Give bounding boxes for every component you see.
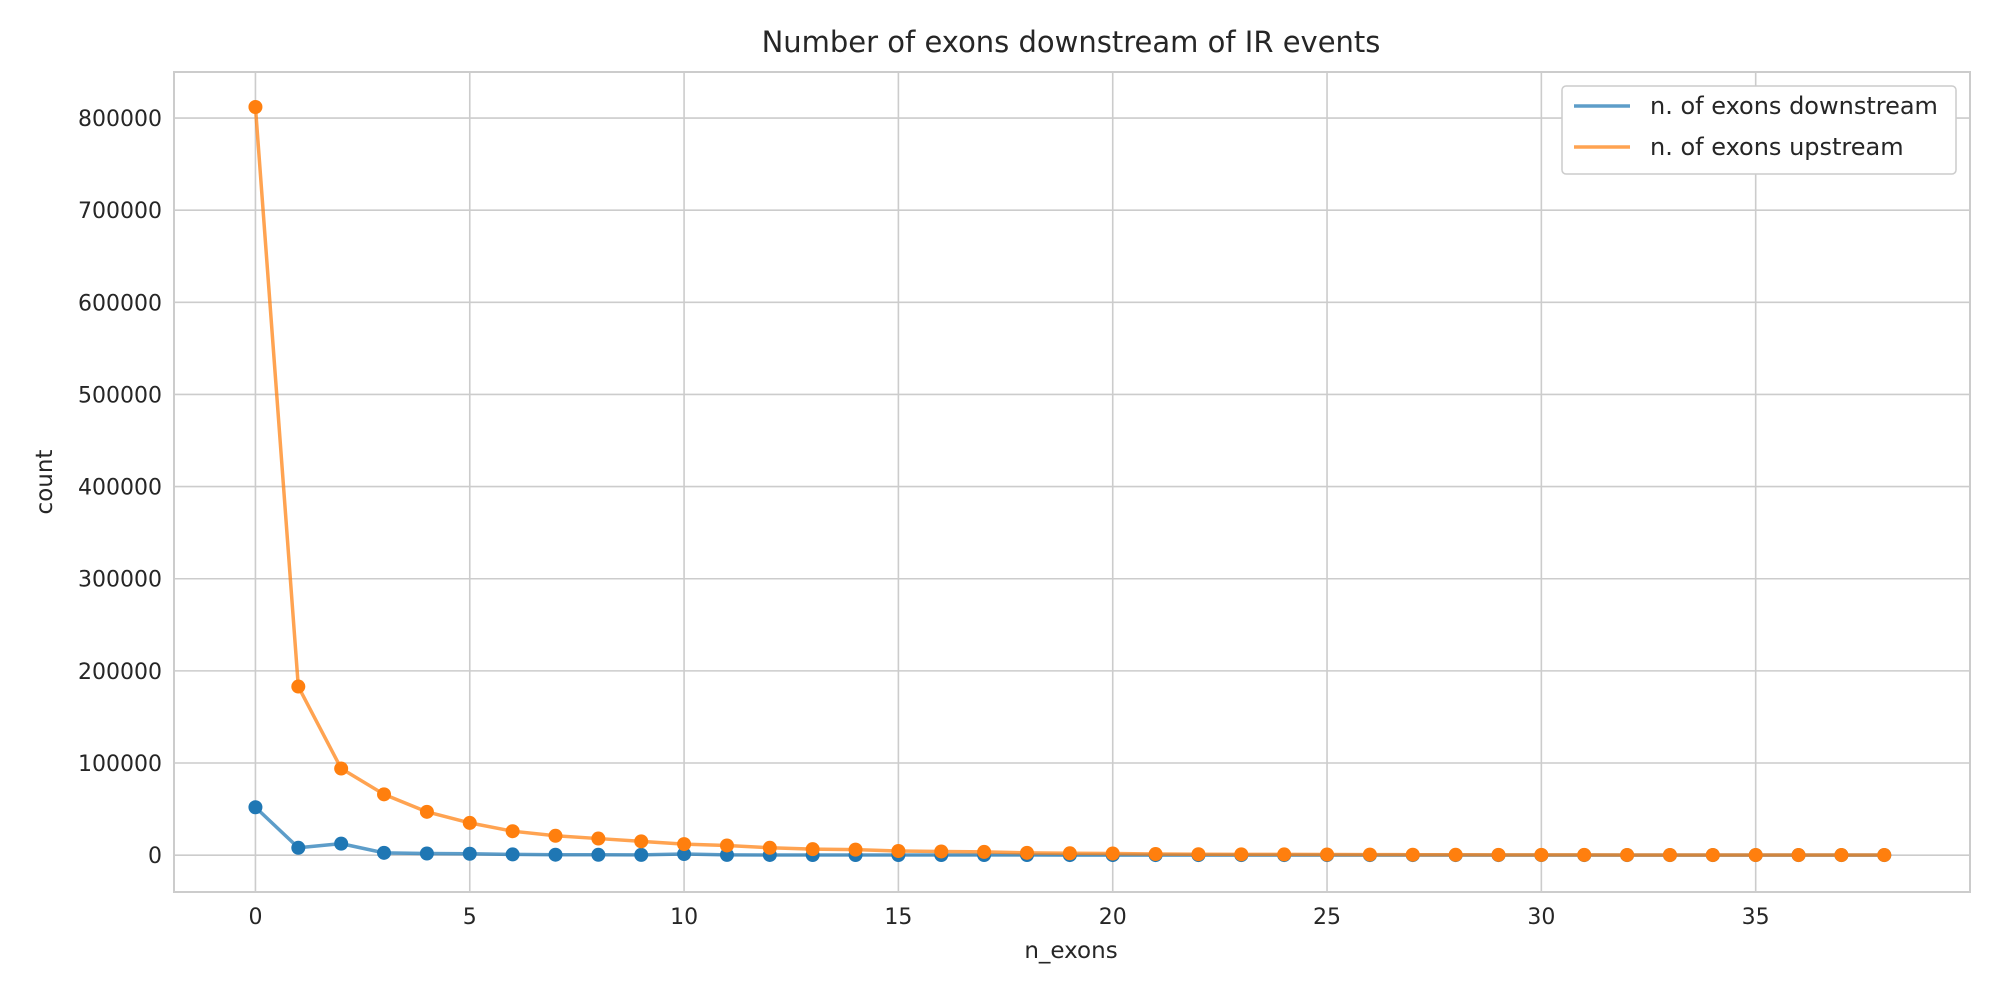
data-point xyxy=(977,844,992,859)
y-tick-label: 300000 xyxy=(78,568,162,593)
data-point xyxy=(591,831,606,846)
y-axis-label: count xyxy=(32,450,58,515)
data-point xyxy=(291,840,306,855)
data-point xyxy=(419,846,434,861)
legend-label-upstream: n. of exons upstream xyxy=(1650,133,1904,161)
data-point xyxy=(1662,848,1677,863)
data-point xyxy=(1105,846,1120,861)
x-tick-label: 35 xyxy=(1742,905,1770,930)
x-tick-label: 30 xyxy=(1527,905,1555,930)
data-point xyxy=(1234,847,1249,862)
x-tick-label: 15 xyxy=(884,905,912,930)
y-tick-label: 600000 xyxy=(78,291,162,316)
x-tick-label: 20 xyxy=(1099,905,1127,930)
data-point xyxy=(377,845,392,860)
gridlines xyxy=(174,72,1970,892)
legend: n. of exons downstream n. of exons upstr… xyxy=(1561,85,1957,175)
x-tick-label: 10 xyxy=(670,905,698,930)
data-point xyxy=(419,804,434,819)
data-point xyxy=(1834,848,1849,863)
data-point xyxy=(248,800,263,815)
data-point xyxy=(762,840,777,855)
data-point xyxy=(1791,848,1806,863)
data-point xyxy=(1877,848,1892,863)
y-tick-label: 0 xyxy=(148,844,162,869)
data-point xyxy=(1405,847,1420,862)
data-point xyxy=(1148,847,1163,862)
x-axis-label: n_exons xyxy=(1024,938,1117,964)
series-1 xyxy=(248,100,1892,863)
data-point xyxy=(1748,848,1763,863)
data-point xyxy=(462,815,477,830)
data-point xyxy=(334,761,349,776)
data-point xyxy=(377,787,392,802)
data-point xyxy=(462,846,477,861)
data-point xyxy=(677,847,692,862)
data-point xyxy=(1362,847,1377,862)
data-point xyxy=(634,834,649,849)
data-point xyxy=(1277,847,1292,862)
data-point xyxy=(505,824,520,839)
y-tick-label: 100000 xyxy=(78,752,162,777)
data-point xyxy=(677,837,692,852)
data-point xyxy=(1019,845,1034,860)
data-point xyxy=(1577,847,1592,862)
data-point xyxy=(334,836,349,851)
data-point xyxy=(634,847,649,862)
y-tick-label: 400000 xyxy=(78,476,162,501)
data-point xyxy=(1620,847,1635,862)
data-point xyxy=(805,842,820,857)
data-point xyxy=(719,838,734,853)
x-tick-label: 5 xyxy=(463,905,477,930)
tick-labels: 0 5 10 15 20 25 30 35 0 100000 200000 300000 400000 5… xyxy=(78,107,1770,930)
data-point xyxy=(1191,847,1206,862)
data-point xyxy=(1320,847,1335,862)
data-point xyxy=(1534,847,1549,862)
data-point xyxy=(548,847,563,862)
data-point xyxy=(548,828,563,843)
data-point xyxy=(505,847,520,862)
y-tick-label: 800000 xyxy=(78,107,162,132)
data-point xyxy=(1448,847,1463,862)
data-point xyxy=(591,847,606,862)
data-point xyxy=(1491,847,1506,862)
data-point xyxy=(1705,848,1720,863)
legend-box xyxy=(1561,85,1957,175)
y-tick-label: 700000 xyxy=(78,199,162,224)
data-point xyxy=(934,844,949,859)
data-point xyxy=(891,844,906,858)
plot-area xyxy=(173,71,1971,893)
y-tick-label: 500000 xyxy=(78,383,162,408)
legend-label-downstream: n. of exons downstream xyxy=(1650,92,1938,120)
x-tick-label: 0 xyxy=(248,905,262,930)
data-point xyxy=(248,100,263,115)
x-tick-label: 25 xyxy=(1313,905,1341,930)
data-point xyxy=(1062,846,1077,861)
data-point xyxy=(848,842,863,857)
chart-title: Number of exons downstream of IR events xyxy=(762,25,1381,59)
series-group xyxy=(248,100,1892,863)
data-point xyxy=(291,679,306,694)
y-tick-label: 200000 xyxy=(78,660,162,685)
